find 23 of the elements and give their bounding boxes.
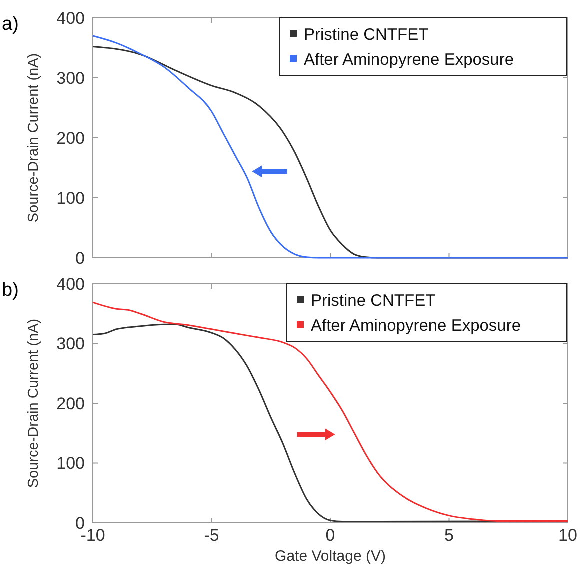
- legend-label: After Aminopyrene Exposure: [311, 316, 522, 335]
- y-tick-label: 0: [76, 248, 85, 268]
- y-axis-title: Source-Drain Current (nA): [26, 318, 42, 488]
- y-tick-label: 200: [56, 394, 85, 414]
- y-tick-label: 100: [56, 454, 85, 474]
- y-tick-label: 300: [56, 68, 85, 88]
- text: b): [2, 280, 19, 301]
- y-tick-label: 0: [76, 514, 85, 533]
- y-axis-title: Source-Drain Current (nA): [26, 53, 42, 223]
- text: a): [2, 14, 19, 35]
- y-tick-label: 400: [56, 274, 85, 294]
- y-tick-label: 400: [56, 8, 85, 28]
- y-tick-label: 300: [56, 334, 85, 354]
- x-tick-label: 0: [326, 526, 336, 545]
- legend-label: Pristine CNTFET: [311, 292, 436, 310]
- y-tick-label: 100: [56, 188, 85, 208]
- y-tick-label: 200: [56, 128, 85, 148]
- x-tick-label: -5: [204, 526, 220, 545]
- x-axis-title: Gate Voltage (V): [275, 548, 386, 565]
- x-tick-label: 10: [558, 526, 578, 545]
- legend-label: After Aminopyrene Exposure: [304, 50, 514, 69]
- legend-label: Pristine CNTFET: [304, 26, 429, 44]
- x-tick-label: 5: [444, 526, 454, 545]
